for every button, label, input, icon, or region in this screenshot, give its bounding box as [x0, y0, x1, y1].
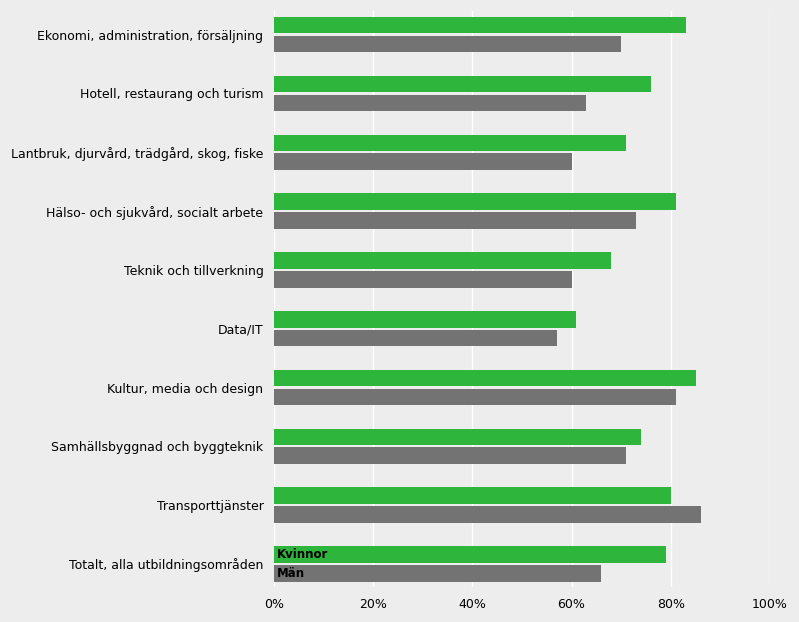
- Bar: [274, 76, 651, 92]
- Bar: [274, 271, 571, 287]
- Bar: [274, 134, 626, 151]
- Bar: [274, 193, 676, 210]
- Bar: [274, 330, 557, 346]
- Bar: [274, 565, 602, 582]
- Bar: [274, 212, 636, 229]
- Bar: [274, 488, 670, 504]
- Bar: [274, 546, 666, 563]
- Bar: [274, 154, 571, 170]
- Bar: [274, 95, 586, 111]
- Bar: [274, 447, 626, 464]
- Bar: [274, 36, 621, 52]
- Text: Män: Män: [276, 567, 304, 580]
- Bar: [274, 506, 701, 522]
- Text: Kvinnor: Kvinnor: [276, 548, 328, 561]
- Bar: [274, 311, 577, 328]
- Bar: [274, 17, 686, 34]
- Bar: [274, 389, 676, 405]
- Bar: [274, 370, 696, 386]
- Bar: [274, 429, 641, 445]
- Bar: [274, 253, 611, 269]
